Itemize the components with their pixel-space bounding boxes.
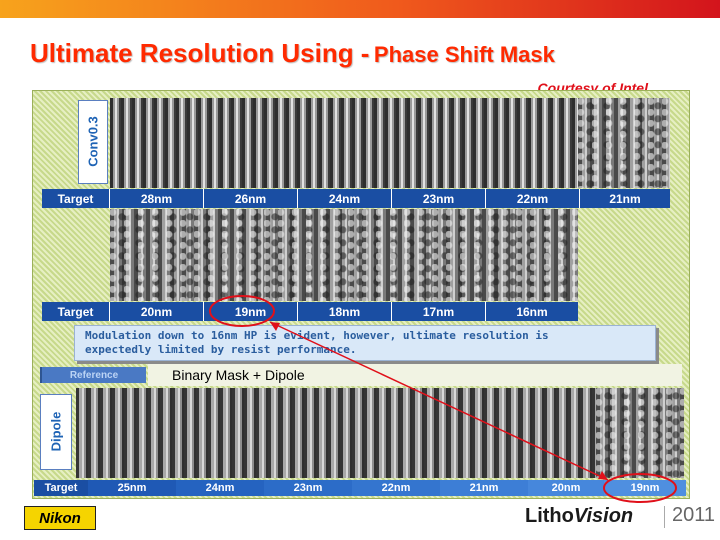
target-value: 21nm xyxy=(440,480,528,496)
lithovision-logo: LithoVision xyxy=(525,505,633,528)
target-label: Target xyxy=(42,189,110,208)
target-value: 23nm xyxy=(392,189,486,208)
target-value: 24nm xyxy=(176,480,264,496)
target-row-dipole: Target 25nm 24nm 23nm 22nm 21nm 20nm 19n… xyxy=(34,480,686,496)
target-row-conv-2: Target 20nm 19nm 18nm 17nm 16nm xyxy=(42,302,578,321)
logo-vision: Vision xyxy=(573,505,634,527)
target-value: 20nm xyxy=(528,480,604,496)
target-value: 25nm xyxy=(88,480,176,496)
target-value-highlighted: 19nm xyxy=(204,302,298,321)
conv-label-box: Conv0.3 xyxy=(78,100,108,184)
modulation-note: Modulation down to 16nm HP is evident, h… xyxy=(74,325,656,361)
target-row-conv-1: Target 28nm 26nm 24nm 23nm 22nm 21nm xyxy=(42,189,670,208)
target-label: Target xyxy=(34,480,88,496)
connector-line xyxy=(269,321,609,481)
target-value: 23nm xyxy=(264,480,352,496)
arrowhead-end xyxy=(598,471,608,480)
footer-divider xyxy=(664,506,665,528)
title-main: Ultimate Resolution Using - xyxy=(30,38,370,68)
target-value: 22nm xyxy=(352,480,440,496)
target-value: 21nm xyxy=(609,191,641,206)
sem-image-conv-row1-end xyxy=(578,98,670,188)
title-sub: Phase Shift Mask xyxy=(373,42,555,67)
target-value: 24nm xyxy=(298,189,392,208)
note-line-1: Modulation down to 16nm HP is evident, h… xyxy=(85,329,549,342)
target-value-highlighted: 19nm xyxy=(604,480,686,496)
binary-mask-caption: Binary Mask + Dipole xyxy=(148,364,682,386)
target-label: Target xyxy=(42,302,110,321)
target-value: 28nm xyxy=(110,189,204,208)
sem-image-conv-row2 xyxy=(110,209,578,301)
note-line-2: expectedly limited by resist performance… xyxy=(85,343,357,356)
sem-image-conv-row1 xyxy=(110,98,578,188)
target-value: 26nm xyxy=(204,189,298,208)
target-value: 20nm xyxy=(110,302,204,321)
target-value: 17nm xyxy=(392,302,486,321)
header-gradient-bar xyxy=(0,0,720,18)
reference-tab: Reference xyxy=(40,367,146,383)
dipole-label-box: Dipole xyxy=(40,394,72,470)
highlight-ellipse-conv xyxy=(209,295,275,327)
logo-litho: Litho xyxy=(525,505,574,527)
nikon-logo: Nikon xyxy=(24,506,96,530)
sem-image-dipole xyxy=(76,388,596,478)
arrowhead-start xyxy=(270,322,280,331)
sem-image-dipole-end xyxy=(596,388,684,478)
footer-year: 2011 xyxy=(672,504,716,526)
target-value: 18nm xyxy=(298,302,392,321)
target-value: 16nm xyxy=(516,304,548,319)
highlight-ellipse-dipole xyxy=(603,473,677,503)
target-value: 22nm xyxy=(486,189,580,208)
slide-title: Ultimate Resolution Using - Phase Shift … xyxy=(30,38,555,69)
